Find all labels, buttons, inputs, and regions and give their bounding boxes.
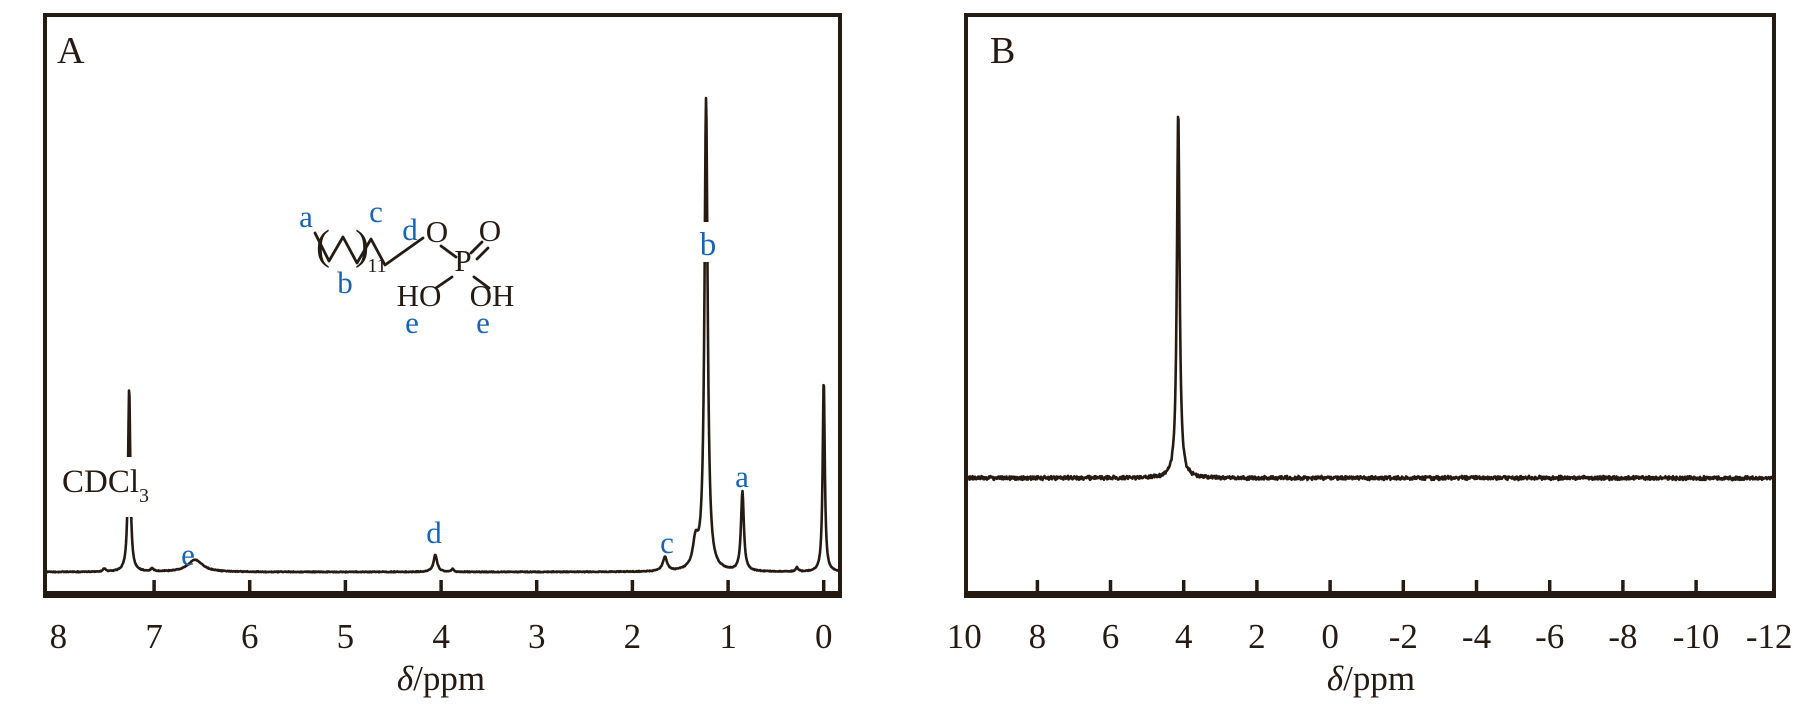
p-double-o-bond xyxy=(469,240,490,261)
peak-label-b: b xyxy=(700,227,717,263)
structure-label-(: ( xyxy=(316,223,330,269)
tick-label-6: 6 xyxy=(241,617,259,656)
structure-label-HO: HO xyxy=(397,278,442,313)
tick-label--4: -4 xyxy=(1462,617,1491,656)
tick-label-8: 8 xyxy=(1029,617,1047,656)
p-oh-left-bond xyxy=(434,275,454,290)
panel-b-trace xyxy=(966,115,1774,482)
panel-b-tick-labels: 10 8 6 4 2 0 -2 -4 -6 -8 -10 -12 xyxy=(947,617,1793,656)
p-oh-right-bond xyxy=(472,275,491,290)
tick-label-4: 4 xyxy=(432,617,450,656)
structure-label-P: P xyxy=(454,243,471,278)
panel-a-annotations: CDCl3 e d c b a xyxy=(56,222,749,572)
peak-label-d: d xyxy=(426,515,442,550)
tick-label-2: 2 xyxy=(624,617,642,656)
panel-a-tick-labels: 8 7 6 5 4 3 2 1 0 xyxy=(50,617,833,656)
tick-label-4: 4 xyxy=(1175,617,1193,656)
tick-label-1: 1 xyxy=(719,617,737,656)
tick-label-7: 7 xyxy=(145,617,163,656)
tick-label-3: 3 xyxy=(528,617,546,656)
structure-label-d: d xyxy=(402,212,418,247)
peak-label-mask xyxy=(56,457,162,517)
tick-label--2: -2 xyxy=(1389,617,1418,656)
panel-a-frame xyxy=(43,13,842,596)
structure-label-c: c xyxy=(369,194,383,229)
tick-label-0: 0 xyxy=(815,617,833,656)
tick-label-5: 5 xyxy=(337,617,355,656)
o-p-bond xyxy=(439,244,458,259)
structure-label-O: O xyxy=(426,214,448,249)
panel-a-axis-label: δ/ppm xyxy=(397,659,485,698)
peak-label-a: a xyxy=(735,459,749,494)
peak-label-mask xyxy=(696,222,720,262)
peak-label-c: c xyxy=(660,525,674,560)
panel-a-label: A xyxy=(57,30,85,72)
panel-b-frame xyxy=(964,13,1776,596)
panel-b-axis-label: δ/ppm xyxy=(1327,659,1415,698)
tick-label-0: 0 xyxy=(1321,617,1339,656)
structure-label-e: e xyxy=(405,305,419,340)
subscript: 3 xyxy=(139,485,149,507)
tick-label--12: -12 xyxy=(1746,617,1793,656)
panel-b-label: B xyxy=(990,30,1015,72)
tick-label-8: 8 xyxy=(50,617,68,656)
structure-label-OH: OH xyxy=(470,278,515,313)
structure-label-a: a xyxy=(299,199,313,234)
tick-label--8: -8 xyxy=(1608,617,1637,656)
tick-label-10: 10 xyxy=(947,617,982,656)
tick-label--6: -6 xyxy=(1535,617,1564,656)
structure-label-11: 11 xyxy=(367,255,386,277)
tick-label-6: 6 xyxy=(1102,617,1120,656)
peak-label-e: e xyxy=(181,537,195,572)
alkyl-chain-bonds xyxy=(313,231,425,267)
panel-a-trace xyxy=(45,96,840,574)
structure-label-): ) xyxy=(355,223,369,269)
tick-label--10: -10 xyxy=(1673,617,1720,656)
tick-label-2: 2 xyxy=(1248,617,1266,656)
structure-label-b: b xyxy=(337,265,353,300)
peak-label-CDCl: CDCl3 xyxy=(62,464,149,507)
panel-b-ticks xyxy=(1035,580,1698,593)
panel-a-ticks xyxy=(152,580,826,593)
panel-b: 10 8 6 4 2 0 -2 -4 -6 -8 -10 -12 B δ/ppm xyxy=(947,13,1793,698)
structure-label-e: e xyxy=(476,305,490,340)
structure-label-O: O xyxy=(479,213,501,248)
